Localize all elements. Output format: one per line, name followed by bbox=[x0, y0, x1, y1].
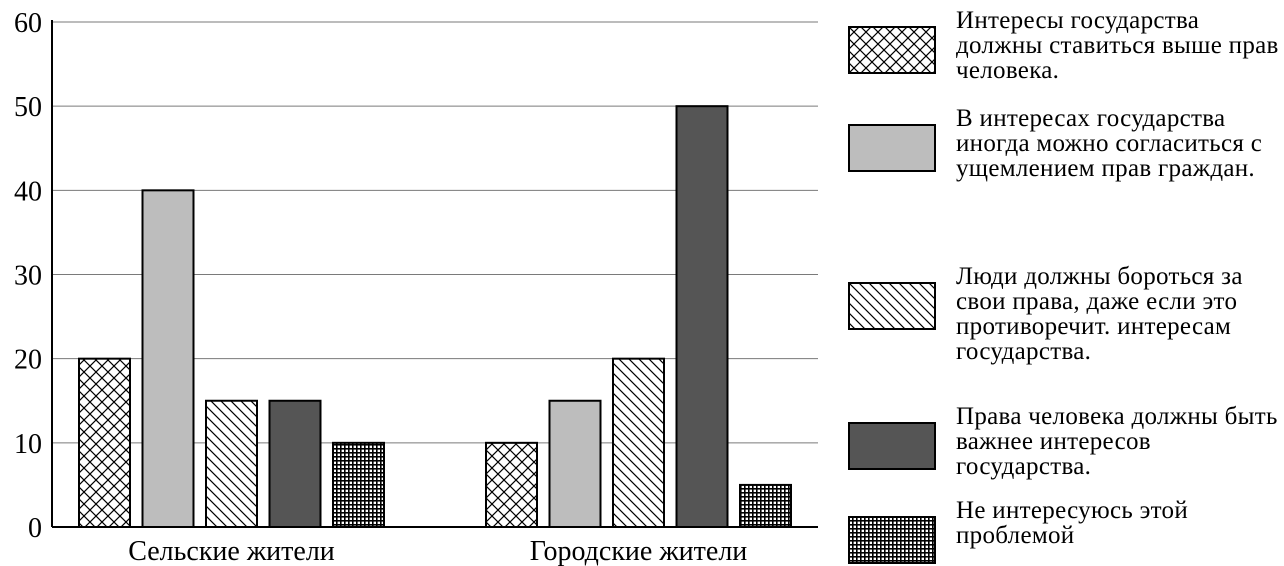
y-tick-label: 50 bbox=[14, 92, 42, 123]
bar bbox=[332, 441, 385, 529]
bars bbox=[78, 105, 792, 529]
legend-label: Люди должны бороться за свои права, даже… bbox=[956, 263, 1243, 365]
bar bbox=[485, 441, 538, 529]
legend-swatch-box bbox=[848, 422, 936, 470]
legend-item: Люди должны бороться за свои права, даже… bbox=[848, 264, 1284, 364]
bar bbox=[612, 357, 665, 528]
legend-swatch-box bbox=[848, 282, 936, 330]
legend-swatch bbox=[848, 516, 936, 564]
legend-label: Не интересуюсь этой проблемой bbox=[956, 497, 1188, 549]
y-tick-label: 30 bbox=[14, 261, 42, 292]
legend-item: В интересах государства иногда можно сог… bbox=[848, 106, 1284, 181]
y-tick-label: 60 bbox=[14, 8, 42, 39]
legend-swatch-box bbox=[848, 124, 936, 172]
legend-label: В интересах государства иногда можно сог… bbox=[956, 105, 1263, 182]
x-category-label: Городские жители bbox=[530, 536, 748, 566]
legend-swatch-box bbox=[848, 26, 936, 74]
x-axis-labels: Сельские жители Городские жители bbox=[128, 536, 747, 566]
bar bbox=[205, 399, 258, 528]
legend-label: Права человека должны быть важнее интере… bbox=[956, 403, 1278, 480]
y-axis-ticks: 0 10 20 30 40 50 60 bbox=[14, 8, 42, 544]
bar bbox=[141, 189, 195, 528]
legend-item: Права человека должны быть важнее интере… bbox=[848, 404, 1284, 479]
y-tick-label: 20 bbox=[14, 345, 42, 376]
x-category-label: Сельские жители bbox=[128, 536, 335, 566]
legend-label: Интересы государства должны ставиться вы… bbox=[956, 7, 1279, 84]
y-tick-label: 40 bbox=[14, 176, 42, 207]
y-tick-label: 0 bbox=[28, 513, 42, 544]
bar bbox=[739, 483, 792, 528]
y-tick-label: 10 bbox=[14, 429, 42, 460]
bar bbox=[548, 399, 602, 528]
legend-item: Не интересуюсь этой проблемой bbox=[848, 498, 1284, 564]
bar bbox=[675, 105, 729, 529]
legend-swatch bbox=[848, 422, 936, 470]
legend-swatch bbox=[848, 26, 936, 74]
bar bbox=[78, 357, 131, 528]
legend-swatch-box bbox=[848, 516, 936, 564]
bar bbox=[268, 399, 322, 528]
legend-swatch bbox=[848, 282, 936, 330]
legend-item: Интересы государства должны ставиться вы… bbox=[848, 8, 1284, 83]
legend-swatch bbox=[848, 124, 936, 172]
bar-chart: 0 10 20 30 40 50 60 Сельские жители Городские ж… bbox=[14, 8, 818, 566]
